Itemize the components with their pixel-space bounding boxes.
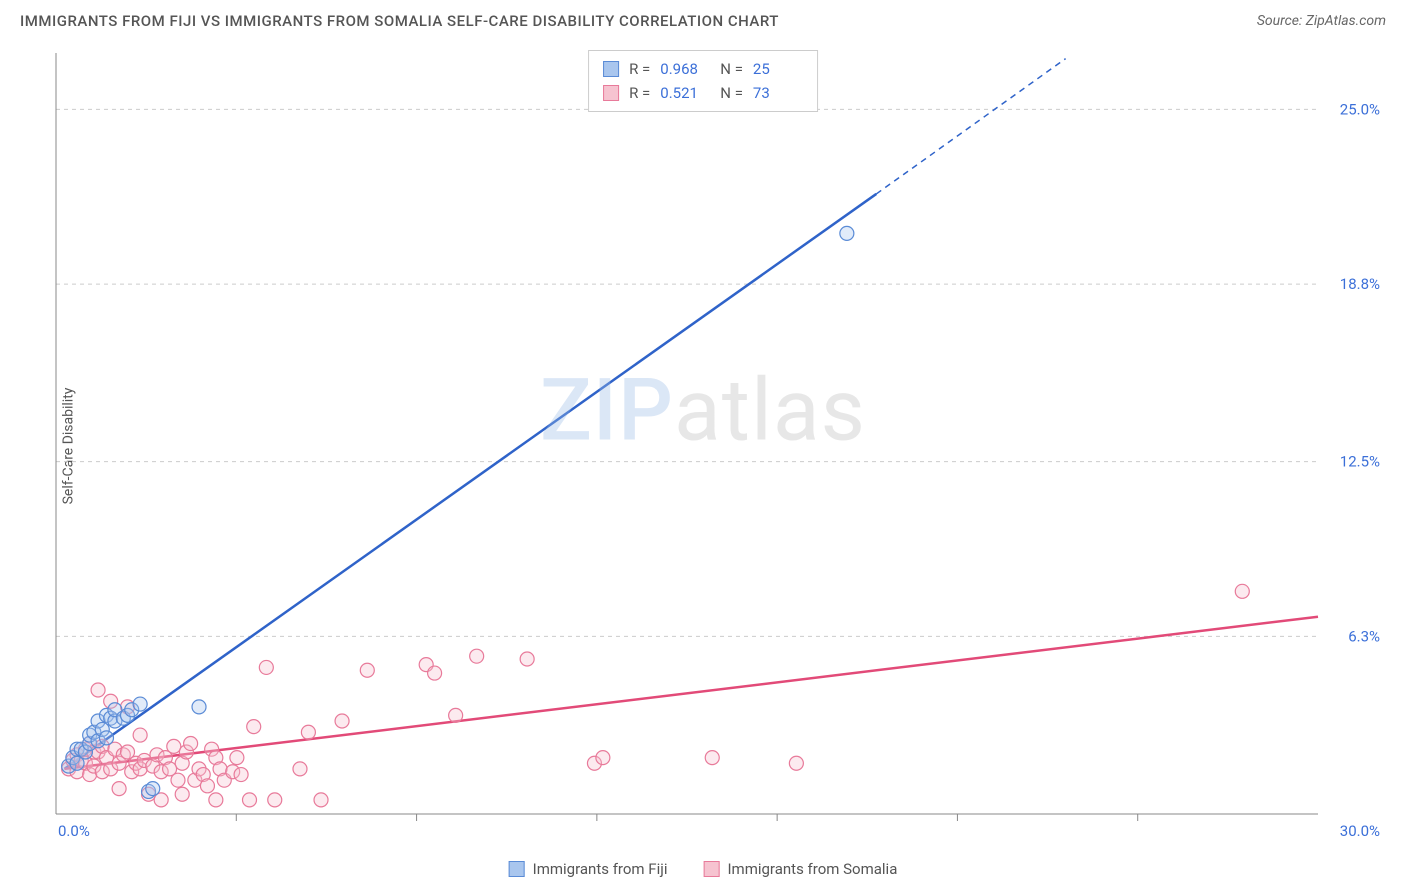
legend-swatch-1 [703,861,719,877]
legend-swatch-0 [509,861,525,877]
legend-item-0: Immigrants from Fiji [509,860,668,878]
stats-row-series-1: R = 0.521 N = 73 [603,81,803,105]
series-0-r-value: 0.968 [660,57,710,81]
svg-text:18.8%: 18.8% [1340,275,1380,293]
correlation-stats-box: R = 0.968 N = 25 R = 0.521 N = 73 [588,50,818,112]
stats-row-series-0: R = 0.968 N = 25 [603,57,803,81]
scatter-chart-svg: 6.3% 12.5% 18.8% 25.0% 0.0% 30.0% [50,45,1388,842]
svg-text:30.0%: 30.0% [1340,822,1380,840]
legend-label-0: Immigrants from Fiji [533,860,668,878]
svg-text:25.0%: 25.0% [1340,100,1380,118]
svg-text:6.3%: 6.3% [1348,627,1380,645]
n-label: N = [720,81,743,105]
series-0-n-value: 25 [753,57,803,81]
legend-label-1: Immigrants from Somalia [727,860,897,878]
n-label: N = [720,57,743,81]
chart-header: IMMIGRANTS FROM FIJI VS IMMIGRANTS FROM … [0,0,1406,38]
r-label: R = [629,81,650,105]
bottom-legend: Immigrants from Fiji Immigrants from Som… [509,860,898,878]
svg-text:12.5%: 12.5% [1340,453,1380,471]
source-attribution: Source: ZipAtlas.com [1257,13,1386,29]
series-1-r-value: 0.521 [660,81,710,105]
series-1-n-value: 73 [753,81,803,105]
legend-item-1: Immigrants from Somalia [703,860,897,878]
series-0-swatch [603,61,619,77]
chart-title: IMMIGRANTS FROM FIJI VS IMMIGRANTS FROM … [20,12,779,30]
r-label: R = [629,57,650,81]
series-1-swatch [603,85,619,101]
chart-plot-area: 6.3% 12.5% 18.8% 25.0% 0.0% 30.0% [50,45,1388,842]
svg-text:0.0%: 0.0% [58,822,90,840]
